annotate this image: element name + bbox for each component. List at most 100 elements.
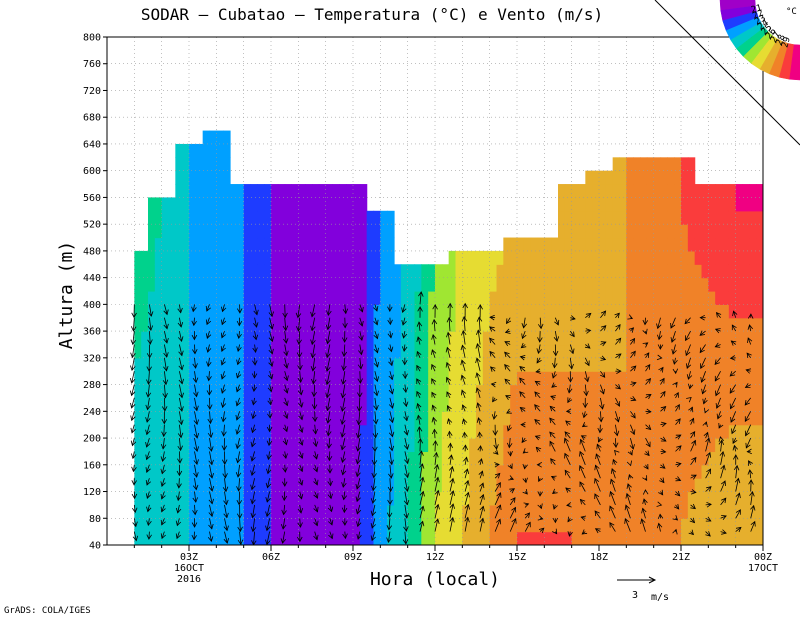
field-cell — [175, 237, 183, 252]
field-cell — [353, 184, 361, 199]
wind-arrow — [744, 397, 752, 406]
field-cell — [387, 397, 395, 412]
wind-arrow — [745, 437, 752, 449]
field-cell — [701, 250, 709, 265]
wind-arrow — [148, 371, 150, 385]
wind-arrow-head — [266, 440, 273, 447]
field-cell — [496, 411, 504, 426]
field-cell — [701, 451, 709, 466]
wind-arrow — [314, 531, 318, 540]
field-cell — [530, 371, 539, 386]
field-cell — [708, 224, 716, 239]
field-cell — [359, 438, 368, 453]
wind-arrow — [720, 531, 727, 534]
field-cell — [154, 451, 163, 466]
wind-arrow-head — [691, 456, 697, 463]
field-cell — [421, 291, 429, 305]
wind-arrow — [341, 438, 346, 450]
wind-arrow-head — [146, 366, 152, 372]
field-cell — [141, 504, 149, 519]
wind-arrow — [404, 531, 407, 544]
field-cell — [564, 197, 573, 212]
field-cell — [735, 184, 744, 199]
wind-arrow — [549, 441, 556, 452]
field-cell — [318, 411, 327, 426]
field-cell — [687, 438, 696, 453]
wind-arrow-head — [534, 404, 540, 410]
field-cell — [195, 210, 204, 225]
field-cell — [230, 264, 238, 279]
field-cell — [339, 384, 347, 399]
wind-arrow-head — [659, 463, 666, 469]
wind-arrow — [660, 378, 665, 385]
field-cell — [599, 531, 607, 545]
field-cell — [482, 264, 491, 279]
field-cell — [359, 210, 368, 225]
field-cell — [633, 438, 641, 453]
field-cell — [271, 384, 279, 399]
field-cell — [482, 277, 491, 292]
wind-arrow-head — [745, 368, 752, 374]
field-cell — [305, 317, 313, 332]
field-cell — [626, 331, 634, 346]
field-cell — [380, 384, 388, 399]
field-cell — [667, 371, 675, 386]
wind-arrow-head — [554, 319, 560, 326]
field-cell — [592, 384, 600, 399]
field-cell — [332, 411, 340, 426]
wind-arrow — [567, 397, 571, 403]
field-cell — [353, 531, 361, 545]
wind-arrow — [179, 317, 182, 327]
field-cell — [291, 451, 299, 466]
field-cell — [605, 424, 614, 439]
field-cell — [728, 518, 737, 533]
wind-arrow — [416, 365, 421, 372]
field-cell — [448, 438, 457, 453]
field-cell — [236, 237, 245, 252]
field-cell — [154, 277, 163, 292]
wind-arrow-head — [552, 504, 558, 510]
field-cell — [353, 438, 361, 453]
field-cell — [694, 277, 703, 292]
wind-arrow — [564, 438, 571, 452]
wind-arrow-head — [476, 316, 483, 322]
field-cell — [435, 531, 443, 545]
field-cell — [236, 518, 245, 533]
wind-arrow-head — [235, 386, 241, 393]
wind-arrow-head — [146, 520, 152, 527]
field-cell — [339, 264, 347, 279]
field-cell — [359, 531, 368, 545]
field-cell — [722, 304, 730, 319]
field-cell — [476, 478, 484, 493]
field-cell — [749, 344, 757, 359]
field-cell — [223, 237, 231, 252]
field-cell — [605, 331, 614, 346]
field-cell — [339, 237, 347, 252]
wind-arrow-head — [563, 437, 569, 444]
wind-arrow — [731, 424, 737, 434]
field-cell — [435, 344, 443, 359]
wind-arrow — [595, 453, 601, 465]
field-cell — [134, 344, 142, 359]
field-cell — [243, 357, 252, 372]
wind-arrow-head — [328, 519, 334, 526]
field-cell — [530, 531, 539, 545]
field-cell — [148, 331, 156, 346]
field-cell — [619, 518, 627, 533]
field-cell — [503, 491, 511, 506]
wind-arrow — [675, 434, 681, 439]
field-cell — [325, 317, 334, 332]
field-cell — [312, 317, 320, 332]
field-cell — [346, 451, 354, 466]
field-cell — [380, 291, 388, 305]
field-cell — [469, 250, 477, 265]
wind-arrow-head — [416, 402, 422, 409]
field-cell — [141, 411, 149, 426]
wind-arrow-head — [657, 344, 664, 350]
wind-arrow-head — [221, 445, 228, 451]
wind-arrow-head — [298, 453, 304, 459]
wind-arrow-head — [162, 393, 168, 399]
wind-arrow-head — [609, 490, 615, 497]
field-cell — [517, 411, 525, 426]
field-cell — [605, 464, 614, 479]
